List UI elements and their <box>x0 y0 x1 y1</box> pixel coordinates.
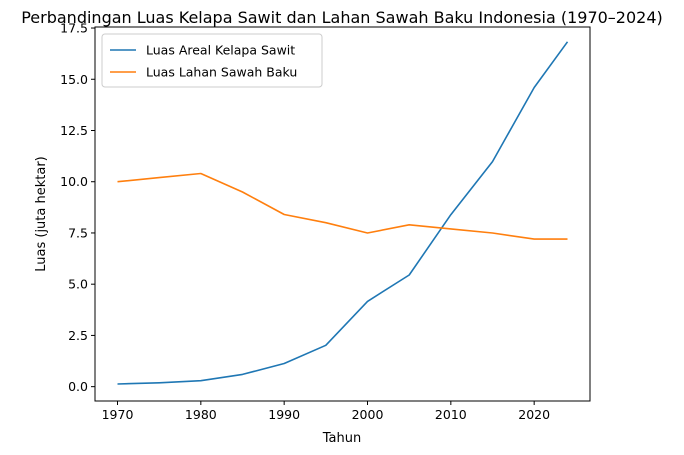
x-tick-label: 2000 <box>352 407 384 422</box>
plot-lines <box>117 41 569 385</box>
y-tick-label: 15.0 <box>60 72 88 87</box>
y-tick-label: 10.0 <box>60 174 88 189</box>
chart-title: Perbandingan Luas Kelapa Sawit dan Lahan… <box>21 8 663 27</box>
x-tick-label: 2020 <box>518 407 550 422</box>
y-tick-label: 7.5 <box>68 225 88 240</box>
y-axis-label: Luas (juta hektar) <box>34 156 49 272</box>
legend: Luas Areal Kelapa Sawit Luas Lahan Sawah … <box>101 33 323 88</box>
x-axis-label: Tahun <box>322 431 361 446</box>
y-tick-label: 12.5 <box>60 123 88 138</box>
y-tick-label: 5.0 <box>68 277 88 292</box>
x-tick-label: 2010 <box>435 407 467 422</box>
y-tick-label: 17.5 <box>60 21 88 36</box>
legend-label-0: Luas Areal Kelapa Sawit <box>146 43 295 58</box>
y-tick-label: 0.0 <box>68 379 88 394</box>
y-axis: 0.0 2.5 5.0 7.5 10.0 12.5 15.0 17.5 <box>60 21 95 394</box>
x-axis: 1970 1980 1990 2000 2010 2020 <box>102 401 550 422</box>
x-tick-label: 1990 <box>268 407 300 422</box>
plot-area-frame <box>94 26 591 402</box>
x-tick-label: 1980 <box>185 407 217 422</box>
legend-label-1: Luas Lahan Sawah Baku <box>146 65 297 80</box>
legend-frame <box>101 33 323 88</box>
x-tick-label: 1970 <box>102 407 134 422</box>
series-line-1 <box>117 172 568 240</box>
series-line-0 <box>117 41 569 385</box>
y-tick-label: 2.5 <box>68 328 88 343</box>
